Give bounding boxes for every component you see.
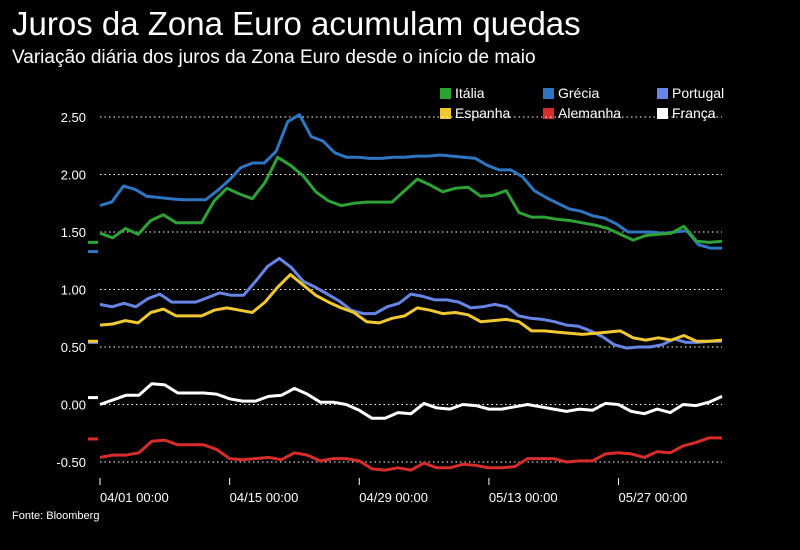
x-tick-label: 04/29 00:00 (359, 490, 428, 505)
x-tick-label: 04/01 00:00 (100, 490, 169, 505)
source-note: Fonte: Bloomberg (12, 510, 100, 522)
y-tick-label: 0.50 (61, 340, 86, 355)
series-line-portugal (99, 256, 722, 350)
series-line-grécia (99, 113, 722, 250)
legend-swatch (657, 87, 668, 99)
chart-title: Juros da Zona Euro acumulam quedas (12, 5, 581, 42)
x-tick-label: 05/27 00:00 (619, 490, 688, 505)
legend-label: Portugal (672, 85, 725, 101)
legend-label: Grécia (558, 85, 600, 101)
x-tick-label: 05/13 00:00 (489, 490, 558, 505)
legend-item-italia: Itália (440, 84, 485, 102)
y-tick-label: 2.50 (61, 110, 86, 125)
series-line-frança (99, 382, 723, 420)
legend-swatch (543, 87, 554, 99)
legend-item-franca: França (657, 104, 716, 122)
series-line-espanha (99, 273, 723, 343)
y-axis: 2.50 2.00 1.50 1.00 0.50 0.00 -0.50 (56, 110, 86, 470)
series-line-itália (99, 155, 723, 244)
legend-swatch (543, 107, 554, 119)
y-tick-label: 0.00 (61, 398, 86, 413)
x-axis: 04/01 00:00 04/15 00:00 04/29 00:00 05/13 0… (99, 478, 688, 505)
legend-swatch (657, 107, 668, 119)
series-line-alemanha (99, 436, 722, 472)
y-tick-label: -0.50 (56, 455, 86, 470)
legend-item-grecia: Grécia (543, 84, 599, 102)
legend-swatch (440, 87, 451, 99)
legend-swatch (440, 107, 451, 119)
end-markers (88, 240, 98, 441)
y-tick-label: 2.00 (61, 168, 86, 183)
chart-subtitle: Variação diária dos juros da Zona Euro d… (12, 47, 536, 68)
y-tick-label: 1.00 (61, 283, 86, 298)
x-tick-label: 04/15 00:00 (230, 490, 299, 505)
series-lines (99, 113, 723, 472)
legend-item-portugal: Portugal (657, 84, 724, 102)
y-tick-label: 1.50 (61, 225, 86, 240)
legend-label: Itália (455, 85, 485, 101)
legend-label: França (672, 105, 716, 121)
